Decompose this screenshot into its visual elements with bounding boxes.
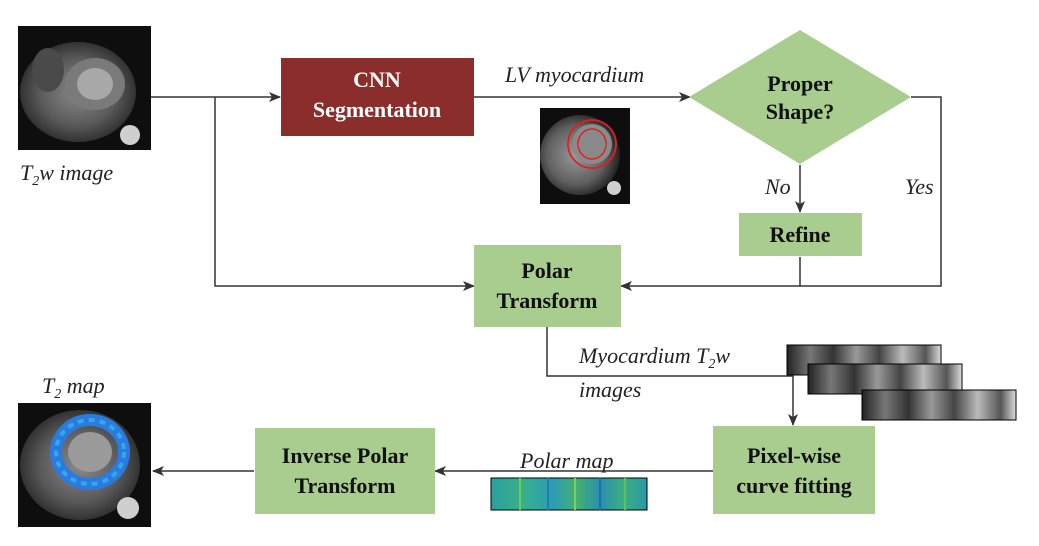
- polar-line-1: Polar: [521, 258, 573, 283]
- fitting-line-1: Pixel-wise: [747, 443, 841, 468]
- arrow-yes-to-polar: [620, 96, 942, 291]
- arrow-polar-to-fitting: [546, 327, 798, 426]
- t2-map-label: T2 map: [42, 373, 105, 402]
- no-label: No: [764, 174, 791, 199]
- myocardium-strips-image: [786, 344, 1017, 421]
- proper-shape-decision: Proper Shape?: [689, 30, 911, 164]
- connectors: [151, 92, 942, 476]
- refine-node: Refine: [739, 213, 862, 256]
- arrow-input-to-polar: [214, 97, 475, 291]
- cnn-line-1: CNN: [353, 67, 401, 92]
- shape-line-1: Proper: [767, 71, 833, 96]
- inverse-line-1: Inverse Polar: [282, 443, 409, 468]
- lv-segmentation-image: [540, 108, 630, 204]
- myocardium-t2w-label: Myocardium T2w: [578, 343, 730, 372]
- polar-map-label: Polar map: [519, 448, 614, 473]
- lv-myocardium-label: LV myocardium: [504, 62, 644, 87]
- inverse-polar-node: Inverse Polar Transform: [255, 428, 435, 514]
- cnn-segmentation-node: CNN Segmentation: [281, 58, 474, 136]
- refine-label: Refine: [769, 222, 830, 247]
- fitting-line-2: curve fitting: [736, 473, 851, 498]
- polar-map-image: [490, 477, 648, 511]
- images-label: images: [579, 377, 641, 402]
- inverse-line-2: Transform: [294, 473, 395, 498]
- polar-transform-node: Polar Transform: [474, 245, 621, 327]
- cnn-line-2: Segmentation: [313, 97, 441, 122]
- t2w-input-image: [18, 26, 151, 150]
- shape-line-2: Shape?: [766, 99, 834, 124]
- polar-line-2: Transform: [496, 288, 597, 313]
- pixel-fitting-node: Pixel-wise curve fitting: [713, 426, 875, 514]
- t2w-image-label: T2w image: [20, 160, 113, 189]
- t2-map-image: [18, 403, 151, 527]
- yes-label: Yes: [905, 174, 934, 199]
